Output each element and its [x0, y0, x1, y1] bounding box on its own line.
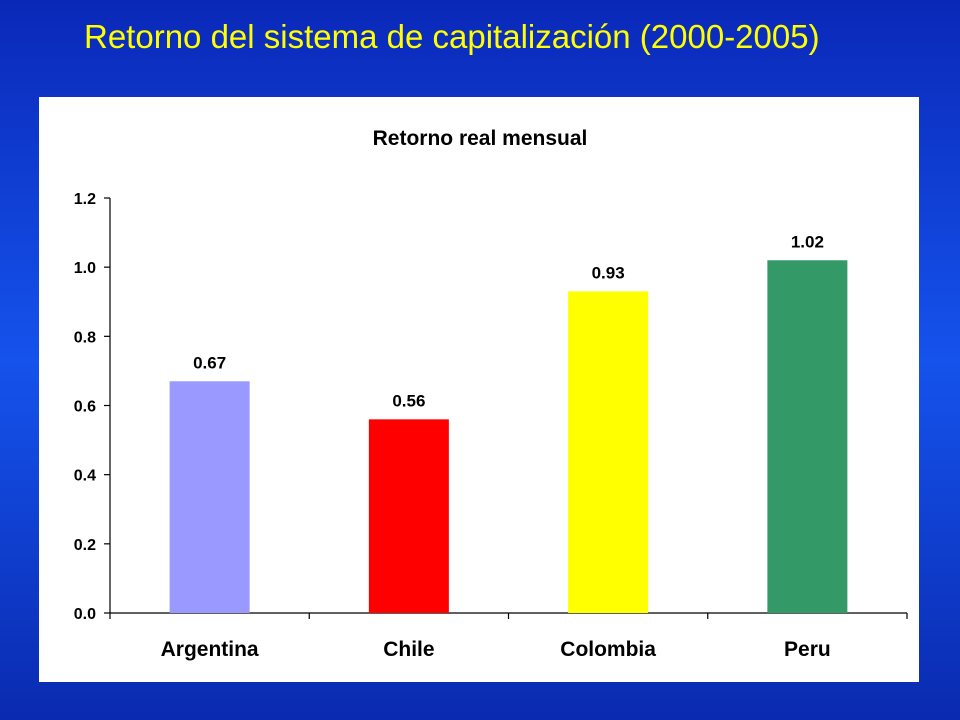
x-tick-label: Peru [784, 638, 831, 661]
bar-chile [368, 419, 449, 613]
chart-panel: Retorno real mensual 0.0 0.2 0.4 0.6 0.8 1.0 1… [39, 97, 919, 682]
bar-argentina [169, 381, 250, 613]
y-tick-label: 0.0 [74, 606, 96, 623]
bar-colombia [568, 291, 649, 613]
x-tick-label: Colombia [560, 638, 656, 661]
data-label: 0.67 [193, 353, 226, 372]
bar-chart: Retorno real mensual 0.0 0.2 0.4 0.6 0.8 1.0 1… [74, 127, 908, 661]
data-label: 1.02 [791, 232, 824, 251]
y-tick-label: 1.2 [74, 191, 96, 208]
x-tick-label: Chile [383, 638, 434, 661]
data-label: 0.93 [592, 263, 625, 282]
slide-title: Retorno del sistema de capitalización (2… [84, 18, 820, 55]
y-tick-label: 0.2 [74, 537, 96, 554]
y-tick-label: 0.8 [74, 329, 96, 346]
x-tick-label: Argentina [161, 638, 259, 661]
y-tick-label: 0.4 [74, 468, 96, 485]
data-label: 0.56 [392, 391, 425, 410]
y-tick-label: 0.6 [74, 399, 96, 416]
chart-title: Retorno real mensual [373, 127, 588, 150]
y-tick-label: 1.0 [74, 260, 96, 277]
bar-peru [767, 260, 848, 613]
